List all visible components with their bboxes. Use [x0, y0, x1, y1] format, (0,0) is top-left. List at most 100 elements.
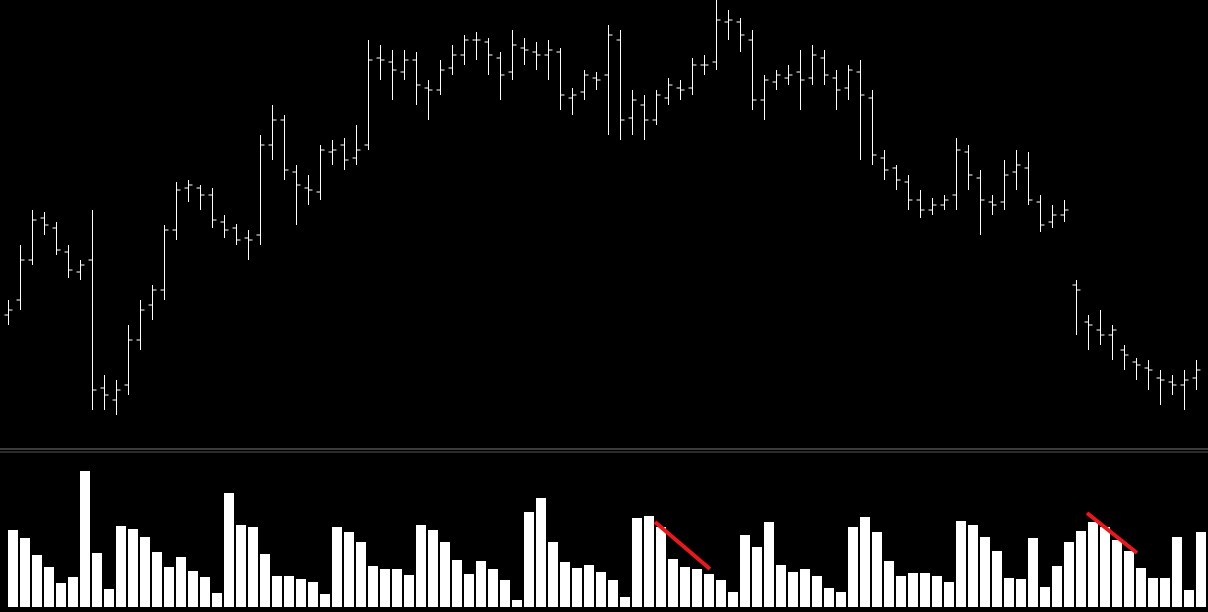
volume-bar: [344, 532, 354, 607]
volume-bar: [20, 538, 30, 607]
arrow-marker: [726, 477, 744, 507]
volume-bar: [428, 530, 438, 607]
volume-bar: [1160, 578, 1170, 607]
volume-bar: [860, 517, 870, 607]
volume-bar: [980, 537, 990, 607]
volume-bar: [68, 577, 78, 607]
volume-bar: [440, 542, 450, 607]
volume-bar: [1136, 568, 1146, 607]
volume-bar: [788, 572, 798, 607]
volume-bar: [308, 582, 318, 607]
volume-bar: [884, 561, 894, 607]
volume-bar: [284, 576, 294, 607]
volume-bar: [1184, 590, 1194, 607]
volume-bar: [140, 537, 150, 607]
volume-bar: [416, 525, 426, 607]
volume-bar: [488, 569, 498, 607]
volume-bar: [44, 567, 54, 607]
arrow-marker: [86, 410, 104, 440]
volume-bar: [224, 493, 234, 607]
volume-bar: [524, 512, 534, 607]
volume-bar: [464, 574, 474, 607]
volume-bar: [56, 583, 66, 607]
volume-bar: [848, 527, 858, 607]
volume-bar: [92, 553, 102, 607]
volume-bar: [692, 569, 702, 607]
volume-bar: [752, 547, 762, 607]
volume-bar: [968, 525, 978, 607]
volume-bar: [644, 516, 654, 607]
volume-bar: [248, 527, 258, 607]
volume-bar: [728, 592, 738, 607]
volume-bar: [380, 569, 390, 607]
volume-bar: [8, 530, 18, 607]
volume-bar: [176, 557, 186, 607]
volume-bar: [800, 569, 810, 607]
volume-bar: [1040, 587, 1050, 607]
volume-bar: [296, 579, 306, 607]
volume-bar: [1196, 532, 1206, 607]
volume-bar: [392, 569, 402, 607]
volume-bar: [1028, 538, 1038, 607]
volume-bar: [1124, 551, 1134, 607]
volume-bar: [512, 600, 522, 607]
volume-bar: [1016, 579, 1026, 607]
volume-bar: [992, 551, 1002, 607]
volume-bar: [1004, 578, 1014, 607]
volume-bar: [260, 554, 270, 607]
volume-bar: [1100, 527, 1110, 607]
volume-bar: [536, 498, 546, 607]
volume-bar: [1064, 542, 1074, 607]
volume-bar: [944, 582, 954, 607]
volume-bar: [704, 574, 714, 607]
volume-bar: [956, 521, 966, 607]
volume-bar: [596, 572, 606, 607]
volume-bar: [1052, 566, 1062, 607]
volume-bar: [164, 567, 174, 607]
volume-bar: [1112, 540, 1122, 607]
volume-bar: [632, 518, 642, 607]
volume-bar: [320, 594, 330, 607]
volume-bar: [836, 592, 846, 607]
arrow-marker: [244, 458, 262, 488]
trend-line: [653, 520, 712, 571]
volume-bar: [356, 542, 366, 607]
volume-bar: [716, 580, 726, 607]
volume-bar: [932, 576, 942, 607]
volume-bar: [128, 529, 138, 607]
volume-bar: [776, 565, 786, 607]
volume-bar: [548, 542, 558, 607]
volume-bar: [452, 560, 462, 607]
volume-bar: [200, 577, 210, 607]
volume-bar: [404, 575, 414, 607]
volume-bar: [212, 593, 222, 607]
volume-bar: [812, 576, 822, 607]
volume-bar: [740, 535, 750, 607]
volume-bar: [1076, 531, 1086, 607]
volume-bar: [584, 565, 594, 607]
volume-bar: [620, 597, 630, 607]
volume-bar: [872, 532, 882, 607]
volume-bar: [236, 525, 246, 607]
volume-bar: [896, 576, 906, 607]
volume-bar: [476, 561, 486, 607]
volume-bar: [32, 555, 42, 607]
volume-bar: [368, 566, 378, 607]
volume-bar: [908, 573, 918, 607]
volume-bar: [920, 573, 930, 607]
volume-bar: [572, 568, 582, 607]
volume-bar: [1148, 578, 1158, 607]
volume-bar: [104, 589, 114, 607]
volume-bar: [332, 527, 342, 607]
arrow-marker: [609, 463, 626, 490]
volume-bar: [152, 552, 162, 607]
volume-bar: [500, 580, 510, 607]
volume-bar: [1172, 537, 1182, 607]
volume-bar: [272, 576, 282, 607]
volume-bar: [656, 527, 666, 607]
volume-bar: [824, 588, 834, 607]
volume-bar: [188, 571, 198, 607]
volume-bar: [680, 567, 690, 607]
